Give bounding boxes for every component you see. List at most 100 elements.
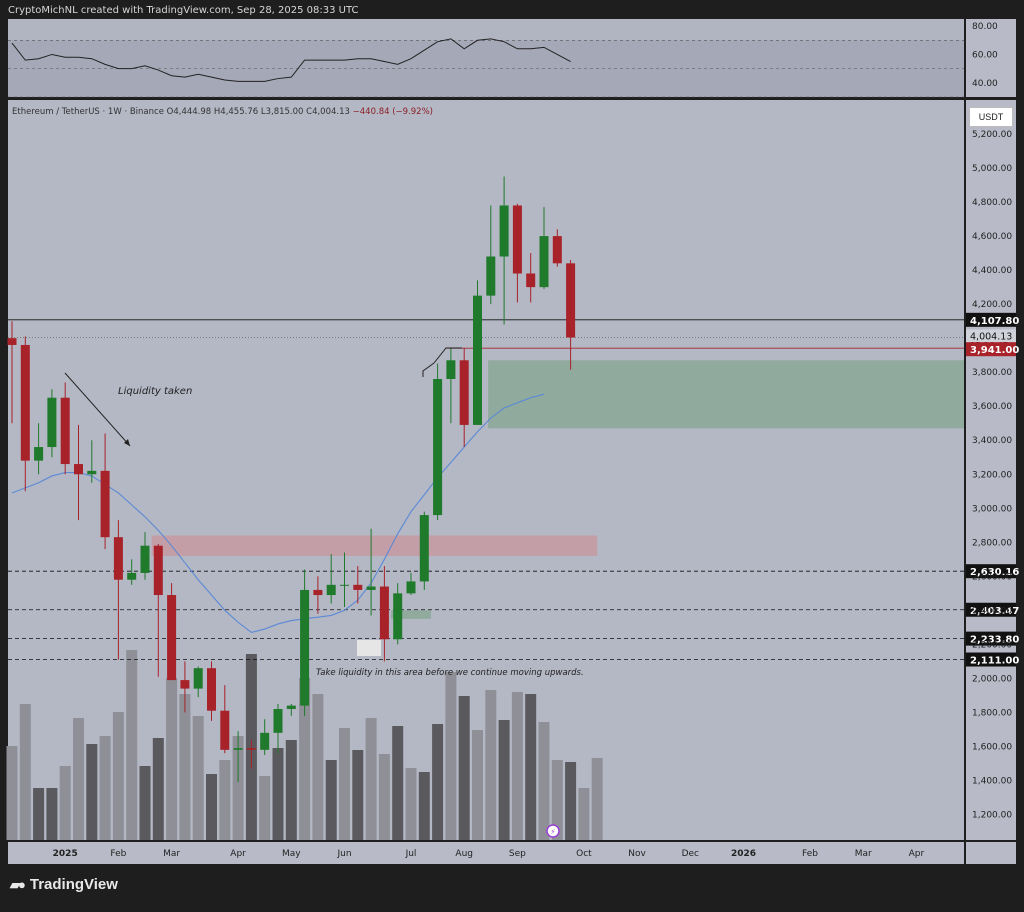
candle-body-9 bbox=[127, 572, 137, 580]
time-tick-label-0: 2025 bbox=[53, 849, 78, 859]
price-tick-label-10: 3,200.00 bbox=[972, 470, 1012, 480]
candle-body-34 bbox=[459, 360, 469, 425]
level-lines bbox=[8, 319, 964, 660]
rsi-axis-background bbox=[966, 19, 1016, 97]
zones bbox=[151, 360, 964, 619]
currency-unit-button[interactable]: USDT bbox=[969, 107, 1013, 127]
candle-body-19 bbox=[260, 732, 270, 750]
volume-bar-14 bbox=[192, 716, 204, 840]
candle-body-17 bbox=[233, 748, 243, 750]
volume-bar-23 bbox=[312, 694, 324, 840]
volume-bar-15 bbox=[206, 774, 217, 840]
price-axis-background bbox=[966, 100, 1016, 840]
candle-body-13 bbox=[180, 680, 190, 689]
volume-bar-17 bbox=[232, 736, 244, 840]
level-tag-4 bbox=[966, 652, 1016, 667]
price-tick-label-8: 2,800.00 bbox=[972, 538, 1012, 548]
time-tick-label-9: Oct bbox=[576, 849, 592, 859]
time-axis: 2025 Feb Mar Apr May Jun Jul Aug Sep Oct Nov Dec 202… bbox=[53, 849, 925, 859]
candle-body-37 bbox=[499, 205, 509, 257]
price-tick-label-3: 1,800.00 bbox=[972, 708, 1012, 718]
candle-body-38 bbox=[512, 205, 522, 274]
level-tag-3 bbox=[966, 631, 1016, 646]
time-tick-label-11: Dec bbox=[682, 849, 699, 859]
zone-green-2 bbox=[488, 360, 964, 429]
time-tick-label-15: Apr bbox=[909, 849, 925, 859]
rsi-tick-label-2: 80.00 bbox=[972, 22, 998, 32]
time-tick-label-13: Feb bbox=[802, 849, 818, 859]
volume-bar-32 bbox=[432, 724, 444, 840]
level-tag-1 bbox=[966, 564, 1016, 579]
dividend-event-icon[interactable] bbox=[546, 824, 560, 838]
time-tick-label-4: May bbox=[282, 849, 301, 859]
time-tick-label-6: Jul bbox=[405, 849, 417, 859]
volume-bar-30 bbox=[405, 768, 417, 840]
candle-body-23 bbox=[313, 589, 323, 596]
level-tag-label-0: 4,107.80 bbox=[970, 316, 1019, 327]
volume-bar-8 bbox=[112, 712, 124, 840]
volume-bar-37 bbox=[498, 720, 510, 840]
candle-body-28 bbox=[379, 586, 389, 640]
price-tick-label-17: 4,600.00 bbox=[972, 232, 1012, 242]
liquidity-taken-label: Liquidity taken bbox=[118, 386, 192, 397]
time-tick-label-2: Mar bbox=[163, 849, 180, 859]
volume-bar-39 bbox=[525, 694, 537, 840]
candle-body-10 bbox=[140, 545, 150, 573]
candle-body-4 bbox=[60, 397, 70, 465]
symbol-legend: Ethereum / TetherUS · 1W · Binance O4,44… bbox=[12, 107, 433, 117]
volume-bar-33 bbox=[445, 672, 457, 840]
annotations: Liquidity taken Take liquidity in this a… bbox=[64, 347, 584, 838]
ohlc-change: −440.84 (−9.92%) bbox=[352, 107, 433, 117]
candle-body-35 bbox=[473, 295, 482, 425]
candle-body-36 bbox=[486, 256, 496, 296]
attribution-header: CryptoMichNL created with TradingView.co… bbox=[8, 5, 359, 16]
candle-body-33 bbox=[446, 360, 456, 379]
time-tick-label-12: 2026 bbox=[731, 849, 756, 859]
candle-body-14 bbox=[193, 668, 203, 689]
price-tick-label-6: 2,400.00 bbox=[972, 606, 1012, 616]
breakout-marker-2 bbox=[433, 347, 462, 364]
volume-bar-12 bbox=[166, 678, 178, 840]
ohlc-high: H4,455.76 bbox=[213, 107, 259, 117]
level-tag-label-3: 2,233.80 bbox=[970, 635, 1019, 646]
volume-bar-31 bbox=[418, 772, 430, 840]
price-tick-label-5: 2,200.00 bbox=[972, 640, 1012, 650]
price-tick-label-16: 4,400.00 bbox=[972, 266, 1012, 276]
ohlc-close: C4,004.13 bbox=[306, 107, 350, 117]
candle-body-40 bbox=[539, 236, 549, 288]
candle-body-11 bbox=[153, 545, 163, 596]
rsi-indicator: 40.00 60.00 80.00 bbox=[8, 22, 998, 98]
marked-price-label: 3,941.00 bbox=[970, 345, 1019, 356]
price-tick-label-15: 4,200.00 bbox=[972, 300, 1012, 310]
tradingview-logo-text: TradingView bbox=[29, 876, 118, 893]
volume-bar-19 bbox=[259, 776, 271, 840]
price-tick-label-18: 4,800.00 bbox=[972, 198, 1012, 208]
volume-bar-0 bbox=[6, 746, 18, 840]
volume-bar-20 bbox=[272, 748, 284, 840]
price-tick-label-0: 1,200.00 bbox=[972, 810, 1012, 820]
volume-bar-5 bbox=[73, 718, 84, 840]
volume-bar-21 bbox=[285, 740, 297, 840]
price-axis: 4,107.80 2,630.16 2,403.47 2,233.80 2,111.00… bbox=[966, 130, 1019, 820]
candle-body-16 bbox=[220, 710, 230, 750]
volume-bar-35 bbox=[472, 730, 483, 840]
candle-body-42 bbox=[566, 263, 576, 338]
volume-bar-13 bbox=[179, 694, 191, 840]
volume-bar-6 bbox=[86, 744, 98, 840]
candle-body-20 bbox=[273, 709, 283, 733]
price-tick-label-7: 2,600.00 bbox=[972, 572, 1012, 582]
volume-bar-28 bbox=[378, 754, 390, 840]
candle-body-41 bbox=[552, 236, 562, 264]
tradingview-logo[interactable]: ▰● TradingView bbox=[10, 876, 118, 893]
volume-bar-10 bbox=[139, 766, 151, 840]
volume-bar-34 bbox=[458, 696, 470, 840]
price-tick-label-9: 3,000.00 bbox=[972, 504, 1012, 514]
time-tick-label-5: Jun bbox=[336, 849, 351, 859]
time-axis-background bbox=[8, 842, 964, 864]
time-tick-label-8: Sep bbox=[509, 849, 526, 859]
volume-bar-41 bbox=[551, 760, 563, 840]
price-tick-label-12: 3,600.00 bbox=[972, 402, 1012, 412]
level-tag-0 bbox=[966, 312, 1016, 327]
candle-body-25 bbox=[340, 584, 349, 586]
